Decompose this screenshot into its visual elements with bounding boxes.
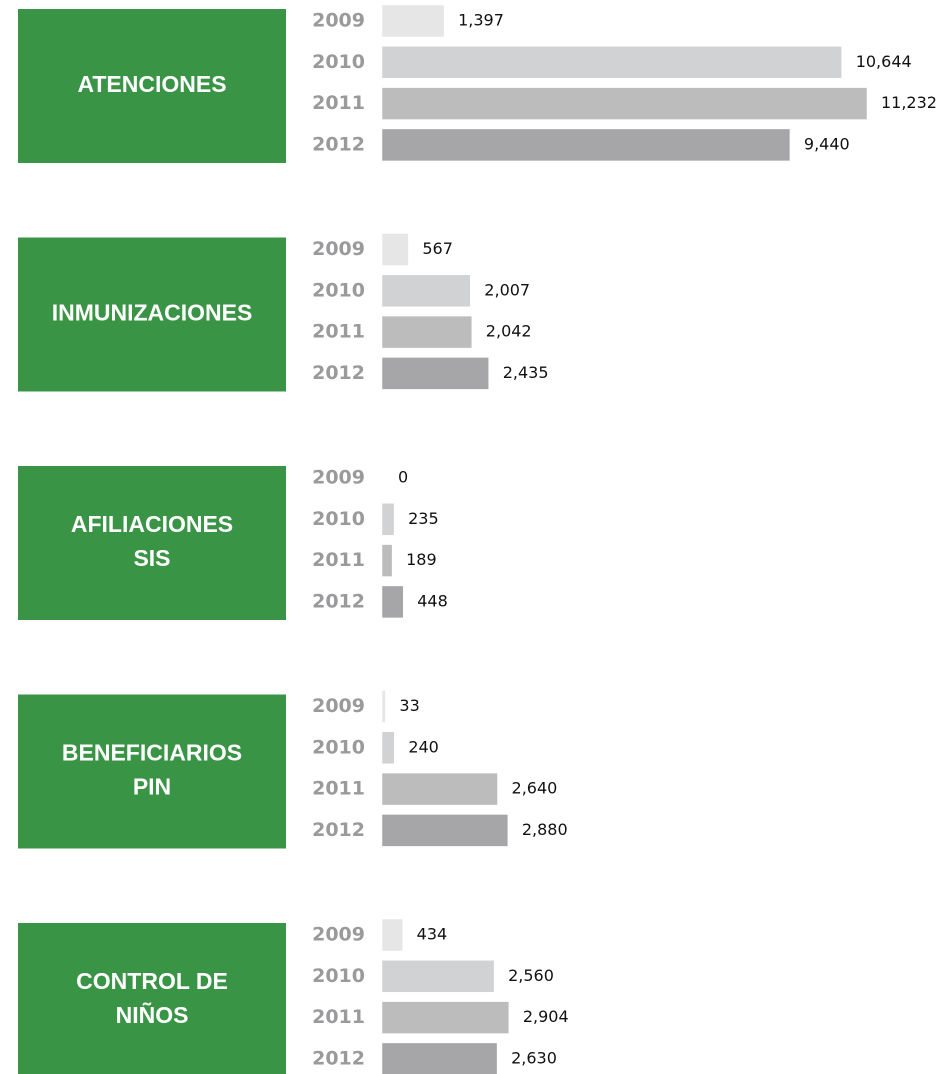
category-title: CONTROL DE (76, 968, 228, 994)
bar (382, 129, 790, 161)
value-label: 33 (399, 696, 419, 715)
year-label: 2012 (312, 590, 365, 612)
bar (382, 316, 472, 348)
bar (382, 1043, 497, 1074)
category-box (18, 237, 286, 392)
year-label: 2012 (312, 819, 365, 841)
year-label: 2010 (312, 279, 365, 301)
value-label: 448 (417, 591, 448, 610)
category-title: ATENCIONES (77, 71, 226, 97)
value-label: 235 (408, 509, 439, 528)
bar (382, 87, 867, 120)
category-box (18, 466, 286, 620)
bar (382, 960, 494, 993)
value-label: 11,232 (881, 93, 937, 112)
year-label: 2012 (312, 362, 365, 384)
bar (382, 732, 395, 764)
category-title: INMUNIZACIONES (52, 300, 253, 326)
year-label: 2010 (312, 508, 365, 530)
year-label: 2011 (312, 321, 365, 343)
bar (382, 814, 508, 847)
year-label: 2011 (312, 1006, 365, 1028)
bar (382, 275, 471, 307)
bar (382, 690, 386, 723)
bar (382, 773, 498, 805)
bar (382, 5, 444, 37)
year-label: 2010 (312, 965, 365, 987)
value-label: 567 (422, 239, 453, 258)
year-label: 2010 (312, 736, 365, 758)
value-label: 2,904 (523, 1007, 569, 1026)
category-title: AFILIACIONES (71, 511, 233, 537)
year-label: 2012 (312, 133, 365, 155)
value-label: 2,042 (486, 322, 532, 341)
category-box (18, 923, 286, 1074)
value-label: 2,560 (508, 966, 554, 985)
bar (382, 233, 409, 266)
category-box (18, 9, 286, 163)
bar (382, 586, 404, 618)
value-label: 2,630 (511, 1048, 557, 1067)
category-title: PIN (133, 774, 171, 800)
year-label: 2009 (312, 695, 365, 717)
year-label: 2009 (312, 924, 365, 946)
bar (382, 46, 842, 79)
bar (382, 1001, 509, 1034)
value-label: 2,880 (522, 820, 568, 839)
value-label: 10,644 (856, 52, 912, 71)
year-label: 2011 (312, 549, 365, 571)
value-label: 189 (406, 550, 437, 569)
year-label: 2009 (312, 467, 365, 489)
category-title: SIS (133, 545, 170, 571)
category-box (18, 694, 286, 849)
value-label: 240 (408, 737, 439, 756)
year-label: 2010 (312, 51, 365, 73)
bar (382, 544, 392, 577)
value-label: 0 (398, 468, 408, 487)
value-label: 2,640 (512, 779, 558, 798)
category-title: NIÑOS (116, 1001, 189, 1028)
year-label: 2012 (312, 1047, 365, 1069)
value-label: 9,440 (804, 134, 850, 153)
value-label: 2,435 (503, 363, 549, 382)
bar (382, 503, 394, 536)
value-label: 1,397 (458, 11, 504, 30)
year-label: 2011 (312, 92, 365, 114)
year-label: 2009 (312, 238, 365, 260)
year-label: 2009 (312, 10, 365, 32)
bar (382, 357, 489, 390)
bar (382, 919, 403, 951)
value-label: 2,007 (484, 280, 530, 299)
value-label: 434 (417, 925, 448, 944)
category-title: BENEFICIARIOS (62, 740, 242, 766)
year-label: 2011 (312, 778, 365, 800)
